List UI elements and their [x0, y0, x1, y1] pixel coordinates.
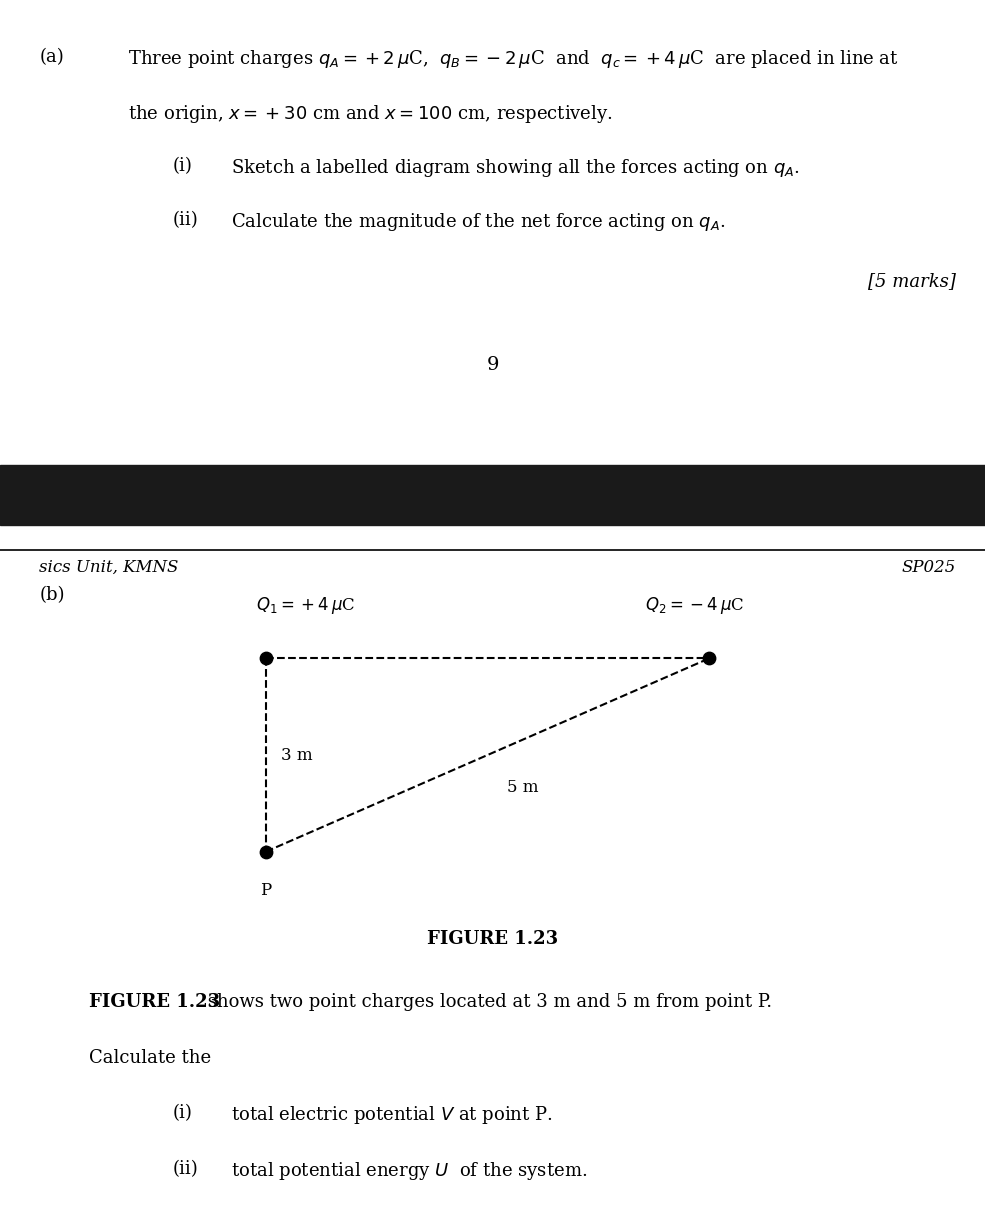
- Text: SP025: SP025: [901, 559, 955, 576]
- Text: FIGURE 1.23: FIGURE 1.23: [427, 930, 558, 948]
- Text: sics Unit, KMNS: sics Unit, KMNS: [39, 559, 178, 576]
- Text: the origin, $x = +30$ cm and $x = 100$ cm, respectively.: the origin, $x = +30$ cm and $x = 100$ c…: [128, 103, 613, 124]
- Point: [258, 842, 274, 861]
- Point: [258, 649, 274, 668]
- Text: $Q_2 = -4\,\mu$C: $Q_2 = -4\,\mu$C: [645, 596, 745, 616]
- Text: (i): (i): [172, 157, 192, 175]
- Text: (i): (i): [172, 1104, 192, 1122]
- Text: $Q_1 = +4\,\mu$C: $Q_1 = +4\,\mu$C: [256, 596, 356, 616]
- Text: 3 m: 3 m: [281, 747, 312, 763]
- Text: Three point charges $q_A =+2\,\mu$C,  $q_B =-2\,\mu$C  and  $q_c =+4\,\mu$C  are: Three point charges $q_A =+2\,\mu$C, $q_…: [128, 48, 899, 70]
- Text: total electric potential $V$ at point P.: total electric potential $V$ at point P.: [231, 1104, 554, 1126]
- Text: 5 m: 5 m: [507, 779, 539, 796]
- Text: P: P: [260, 882, 272, 899]
- Text: shows two point charges located at 3 m and 5 m from point P.: shows two point charges located at 3 m a…: [202, 993, 772, 1011]
- Text: 9: 9: [487, 356, 498, 374]
- Point: [701, 649, 717, 668]
- Text: total potential energy $U$  of the system.: total potential energy $U$ of the system…: [231, 1160, 588, 1181]
- Text: (a): (a): [39, 48, 64, 66]
- Text: (ii): (ii): [172, 1160, 198, 1178]
- Text: FIGURE 1.23: FIGURE 1.23: [89, 993, 220, 1011]
- Text: Calculate the magnitude of the net force acting on $q_A$.: Calculate the magnitude of the net force…: [231, 211, 726, 233]
- Text: Sketch a labelled diagram showing all the forces acting on $q_A$.: Sketch a labelled diagram showing all th…: [231, 157, 800, 179]
- Text: (ii): (ii): [172, 211, 198, 230]
- Text: Calculate the: Calculate the: [89, 1049, 211, 1067]
- Text: [5 marks]: [5 marks]: [868, 272, 955, 290]
- Bar: [0, 465, 985, 525]
- Text: (b): (b): [39, 586, 65, 604]
